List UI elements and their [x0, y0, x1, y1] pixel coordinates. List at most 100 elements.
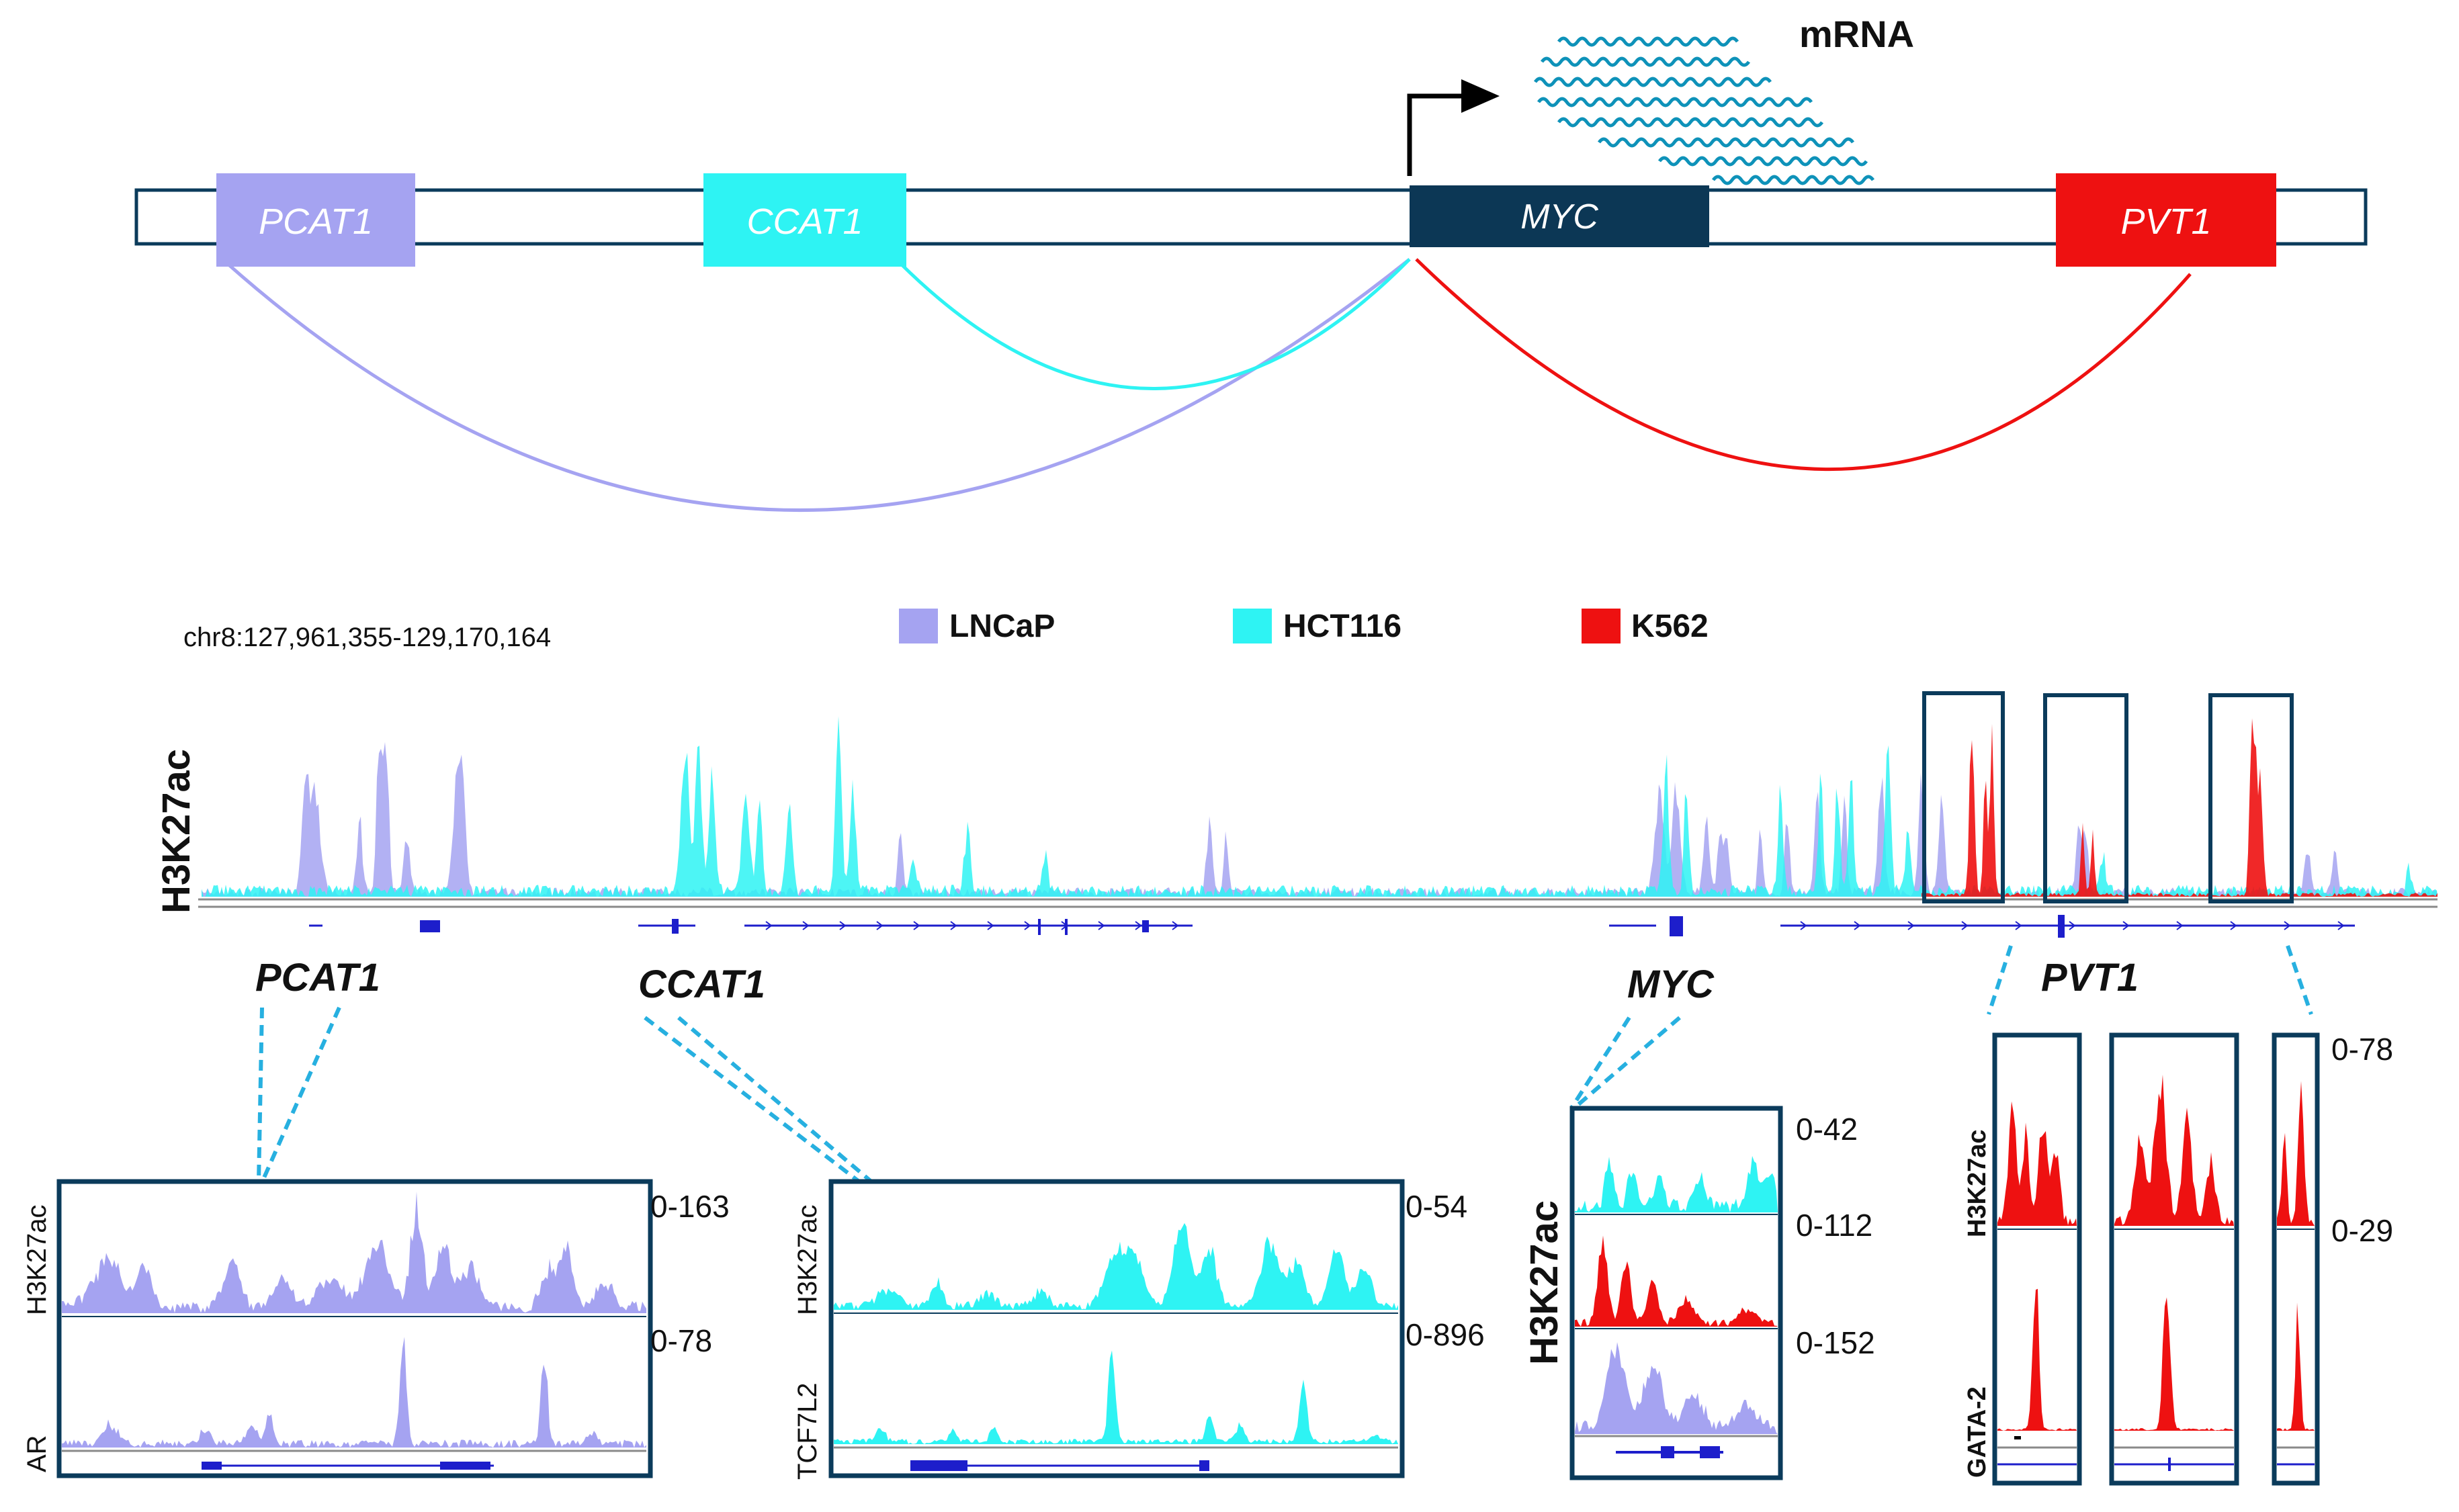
- myc-zoom-ylabel: H3K27ac: [1522, 1200, 1566, 1365]
- myc-zoom-frame: [1569, 1106, 1783, 1480]
- ccat1-tcf7l2-signal: [834, 1350, 1398, 1444]
- ccat1-zoom-signal: [834, 1222, 1398, 1471]
- lncap-signal: [202, 742, 2438, 897]
- pvt1-gata2-signal-2: [2114, 1297, 2234, 1431]
- strand-chevron-icon: [2337, 921, 2345, 930]
- pcat1-range-h3k27ac: 0-163: [650, 1189, 730, 1224]
- callout-pcat1-a: [257, 1007, 264, 1183]
- pcat1-track-label-h3k27ac: H3K27ac: [22, 1204, 52, 1315]
- myc-k562-signal: [1575, 1235, 1778, 1327]
- myc-gene-exon: [1661, 1446, 1674, 1458]
- gene-exon: [420, 920, 440, 932]
- myc-hct116-signal: [1575, 1155, 1778, 1212]
- pvt1-zoom-signal: [1997, 1074, 2315, 1471]
- gene-exon: [1670, 916, 1683, 936]
- gene-exon: [1142, 920, 1149, 932]
- callout-myc-b: [1574, 1016, 1681, 1109]
- hct116-signal: [202, 716, 2438, 897]
- myc-pvt1-loop: [1415, 258, 2192, 472]
- myc-range-k562: 0-112: [1796, 1208, 1872, 1243]
- myc-lncap-signal: [1575, 1342, 1778, 1434]
- overview-gene-label-pvt1: PVT1: [2041, 956, 2139, 999]
- gene-exon: [672, 919, 679, 934]
- myc-zoom-panel: H3K27ac 0-42 0-112 0-152: [1522, 1106, 1875, 1480]
- legend-label-hct116: HCT116: [1283, 609, 1401, 644]
- ccat1-range-tcf7l2: 0-896: [1406, 1317, 1485, 1352]
- legend: LNCaP HCT116 K562: [899, 609, 1709, 644]
- myc-zoom-signal: [1575, 1155, 1778, 1458]
- overview-gene-annotations: [309, 915, 2355, 938]
- gene-exon: [1038, 919, 1041, 935]
- callout-lines: [257, 945, 2313, 1184]
- myc-range-lncap: 0-152: [1796, 1325, 1875, 1360]
- pcat1-gene-exon: [202, 1462, 222, 1470]
- callout-pvt1-b: [2286, 945, 2313, 1015]
- pcat1-myc-loop: [226, 258, 1411, 512]
- myc-gene-label: MYC: [1520, 197, 1598, 236]
- legend-swatch-k562: [1582, 609, 1621, 643]
- mrna-wave: [1597, 137, 1855, 148]
- pvt1-zoom-frame-2: [2109, 1032, 2239, 1486]
- mrna-wave: [1557, 36, 1739, 47]
- genomic-coordinates: chr8:127,961,355-129,170,164: [183, 623, 551, 652]
- strand-chevron-icon: [1172, 921, 1179, 930]
- pvt1-h3k27ac-signal-2: [2114, 1074, 2234, 1226]
- pcat1-gene-box: [216, 173, 415, 267]
- strand-chevron-icon: [1024, 921, 1031, 930]
- tss-arrow-icon: [1407, 93, 1465, 176]
- strand-chevron-icon: [987, 921, 994, 930]
- mrna-label: mRNA: [1799, 13, 1914, 55]
- pvt1-h3k27ac-signal-3: [2277, 1081, 2315, 1226]
- overview-ylabel: H3K27ac: [155, 749, 198, 914]
- strand-chevron-icon: [1135, 921, 1142, 930]
- mrna-wave: [1533, 77, 1772, 87]
- ccat1-track-label-tcf7l2: TCF7L2: [793, 1383, 822, 1480]
- strand-chevron-icon: [1098, 921, 1105, 930]
- gene-exon: [1065, 919, 1068, 935]
- strand-chevron-icon: [802, 921, 810, 930]
- callout-ccat1-b: [677, 1016, 873, 1184]
- overview-gene-label-ccat1: CCAT1: [638, 963, 765, 1006]
- strand-chevron-icon: [2069, 921, 2076, 930]
- ccat1-zoom-panel: H3K27ac TCF7L2 0-54 0-896: [793, 1179, 1485, 1480]
- ccat1-range-h3k27ac: 0-54: [1406, 1189, 1467, 1224]
- strand-chevron-icon: [2176, 921, 2184, 930]
- callout-pvt1-a: [1987, 945, 2013, 1015]
- mrna-wave: [1540, 56, 1751, 67]
- strand-chevron-icon: [876, 921, 883, 930]
- strand-chevron-icon: [1061, 921, 1068, 930]
- mrna-wave: [1657, 156, 1868, 167]
- strand-chevron-icon: [2230, 921, 2237, 930]
- ccat1-gene-box: [703, 173, 906, 267]
- top-schematic: PCAT1 CCAT1 MYC PVT1 mRNA: [134, 13, 2368, 512]
- callout-myc-a: [1570, 1016, 1631, 1108]
- overview-gene-label-pcat1: PCAT1: [255, 956, 380, 999]
- strand-chevron-icon: [839, 921, 847, 930]
- pcat1-gene-exon: [440, 1462, 490, 1470]
- chromosome-bar: [134, 188, 2368, 246]
- strand-chevron-icon: [2122, 921, 2130, 930]
- myc-gene-exon: [1700, 1446, 1720, 1458]
- overview-signal: [202, 716, 2438, 897]
- pcat1-zoom-panel: H3K27ac AR 0-163 0-78: [22, 1179, 730, 1478]
- k562-signal: [1922, 718, 2438, 897]
- gene-exon: [2058, 915, 2065, 938]
- pvt1-h3k27ac-signal-1: [1997, 1101, 2077, 1226]
- pvt1-track-label-gata2: GATA-2: [1963, 1386, 1991, 1478]
- pvt1-gata2-signal-1: [1997, 1288, 2077, 1431]
- strand-chevron-icon: [1907, 921, 1915, 930]
- mrna-wave: [1537, 97, 1813, 107]
- strand-chevron-icon: [913, 921, 920, 930]
- overview-gene-label-myc: MYC: [1627, 963, 1715, 1006]
- pcat1-h3k27ac-signal: [62, 1192, 646, 1313]
- mrna-wave: [1557, 117, 1824, 128]
- pcat1-range-ar: 0-78: [650, 1323, 712, 1358]
- pvt1-highlight-box-1: [1922, 691, 2005, 903]
- pcat1-gene-label: PCAT1: [259, 202, 373, 242]
- pcat1-track-label-ar: AR: [22, 1435, 52, 1472]
- legend-swatch-lncap: [899, 609, 938, 643]
- legend-label-lncap: LNCaP: [949, 609, 1055, 644]
- strand-chevron-icon: [2284, 921, 2291, 930]
- pvt1-track-label-h3k27ac: H3K27ac: [1963, 1129, 1991, 1237]
- pvt1-gene-box: [2056, 173, 2276, 267]
